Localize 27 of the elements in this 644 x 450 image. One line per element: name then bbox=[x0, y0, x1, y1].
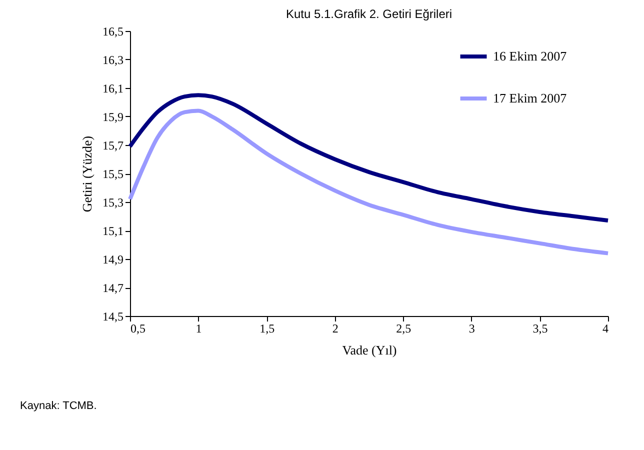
y-tick-label: 16,3 bbox=[102, 53, 124, 67]
x-tick-label: 2 bbox=[332, 322, 338, 336]
y-tick-label: 15,9 bbox=[102, 110, 124, 124]
line-series bbox=[128, 93, 610, 223]
x-tick-label: 3 bbox=[468, 322, 475, 336]
y-tick-label: 15,1 bbox=[102, 224, 124, 238]
x-tick-label: 3,5 bbox=[532, 322, 548, 336]
y-tick-label: 14,9 bbox=[102, 252, 124, 266]
x-tick-label: 0,5 bbox=[130, 322, 146, 336]
x-tick-label: 1 bbox=[196, 322, 202, 336]
chart-title: Kutu 5.1.Grafik 2. Getiri Eğrileri bbox=[286, 7, 452, 21]
legend-label: 17 Ekim 2007 bbox=[493, 90, 568, 106]
y-tick-label: 14,5 bbox=[102, 310, 124, 324]
x-tick-label: 4 bbox=[602, 322, 608, 336]
x-tick-label: 1,5 bbox=[260, 322, 275, 336]
legend-label: 16 Ekim 2007 bbox=[493, 48, 568, 64]
y-tick-label: 16,1 bbox=[102, 82, 124, 96]
x-tick-label: 2,5 bbox=[396, 322, 412, 336]
y-axis-title: Getiri (Yüzde) bbox=[80, 136, 94, 212]
y-tick-label: 15,3 bbox=[102, 196, 124, 210]
y-tick-label: 16,5 bbox=[102, 24, 124, 38]
text: Kaynak: TCMB. bbox=[20, 400, 97, 412]
y-tick-label: 14,7 bbox=[102, 281, 124, 295]
x-axis-title: Vade (Yıl) bbox=[342, 342, 397, 358]
line-series bbox=[128, 108, 610, 256]
y-tick-label: 15,7 bbox=[102, 138, 124, 152]
y-tick-label: 15,5 bbox=[102, 167, 124, 181]
